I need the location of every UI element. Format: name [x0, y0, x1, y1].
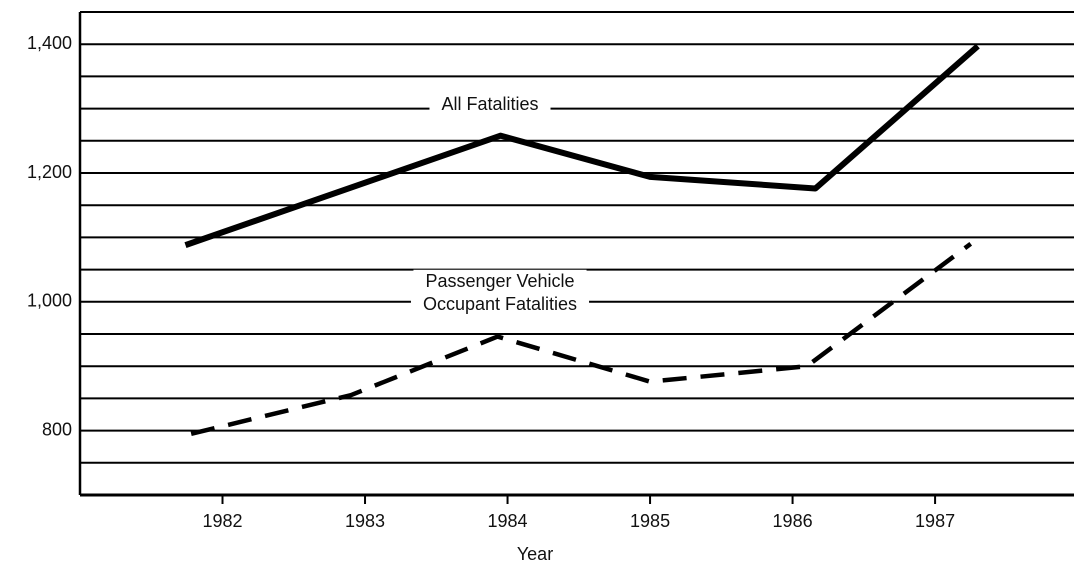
series-label-group: All Fatalities — [429, 92, 551, 115]
x-tick-label: 1985 — [630, 511, 670, 531]
x-tick-label: 1982 — [202, 511, 242, 531]
series-label: Occupant Fatalities — [423, 294, 577, 314]
x-tick-label: 1984 — [488, 511, 528, 531]
series-label-bg — [413, 269, 587, 292]
series-label: Passenger Vehicle — [425, 271, 574, 291]
y-tick-label: 1,000 — [27, 291, 72, 311]
series-label-bg — [429, 92, 551, 115]
y-tick-label: 800 — [42, 419, 72, 439]
x-tick-label: 1983 — [345, 511, 385, 531]
y-tick-label: 1,200 — [27, 162, 72, 182]
series-line — [184, 43, 980, 248]
y-tick-label: 1,400 — [27, 33, 72, 53]
series-label: All Fatalities — [441, 94, 538, 114]
series-label-group: Occupant Fatalities — [410, 292, 590, 315]
series-line — [190, 242, 973, 437]
x-tick-label: 1986 — [773, 511, 813, 531]
series-label-bg — [410, 292, 590, 315]
series-label-group: Passenger Vehicle — [413, 269, 587, 292]
x-axis-title: Year — [517, 544, 553, 564]
x-tick-label: 1987 — [915, 511, 955, 531]
